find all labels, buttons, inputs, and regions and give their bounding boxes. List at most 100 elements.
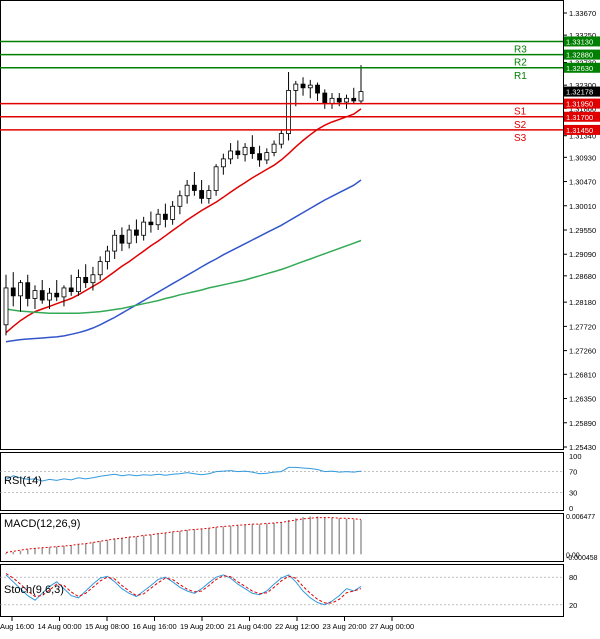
price-tick-label: 1.31860 [569, 104, 596, 113]
candle-body [3, 287, 9, 326]
candle-body [119, 234, 125, 244]
candlesticks [3, 65, 364, 336]
level-name-s1: S1 [514, 107, 527, 118]
time-tick-label: 19 Aug 20:00 [180, 622, 224, 631]
macd-grid: 0.006477 0.00-0.000458 [566, 514, 598, 562]
level-value-r1: 1.32630 [566, 64, 593, 73]
level-value-s1: 1.31950 [566, 100, 593, 109]
rsi-tick-label: 0 [569, 504, 573, 513]
candle-body [264, 152, 270, 161]
candle-body [329, 97, 335, 104]
price-tick-label: 1.27720 [569, 322, 596, 331]
candle-body [112, 234, 118, 252]
price-tick-label: 1.26350 [569, 395, 596, 404]
level-name-r3: R3 [514, 44, 527, 55]
time-tick-label: 14 Aug 00:00 [38, 622, 82, 631]
candle-body [206, 190, 212, 199]
price-axis: 1.336701.332501.327301.323001.318601.313… [563, 9, 596, 452]
candle-body [61, 287, 67, 298]
candle-body [32, 290, 38, 299]
candle-body [191, 184, 197, 191]
stoch-main-line [5, 574, 362, 606]
level-name-r2: R2 [514, 58, 527, 69]
stoch-tick-label: 80 [569, 573, 577, 582]
stoch-tick-label: 20 [569, 601, 577, 610]
candle-body [315, 84, 320, 94]
price-tick-label: 1.25430 [569, 443, 596, 452]
main-panel [0, 0, 564, 450]
candle-body [162, 213, 168, 220]
candle-body [90, 274, 96, 284]
rsi-panel [0, 452, 564, 511]
price-tick-label: 1.29550 [569, 226, 596, 235]
candle-body [271, 143, 277, 153]
price-tick-label: 1.26810 [569, 370, 596, 379]
macd-signal-line [5, 517, 362, 553]
price-tick-label: 1.29090 [569, 250, 596, 259]
stoch-label: Stoch(9,6,3) [4, 584, 64, 596]
candle-body [336, 97, 342, 103]
price-tick-label: 1.30010 [569, 202, 596, 211]
rsi-tick-label: 100 [569, 452, 582, 461]
level-name-s2: S2 [514, 120, 527, 131]
candle-body [177, 195, 183, 207]
pivot-levels: R3 1.33130 R2 1.32880 R1 1.32630 S1 1.31950 S2 1.… [0, 36, 600, 144]
candle-body [199, 190, 205, 199]
candle-body [68, 287, 74, 293]
level-tag [564, 124, 600, 135]
candle-body [54, 292, 60, 298]
price-tick-label: 1.30470 [569, 178, 596, 187]
price-tick-label: 1.32300 [569, 81, 596, 90]
level-tag [564, 49, 600, 60]
candle-body [76, 277, 81, 293]
macd-tick-label: 0.00 [566, 552, 580, 559]
candle-body [170, 205, 176, 220]
price-tick-label: 1.33670 [569, 9, 596, 18]
candle-body [134, 229, 139, 236]
candle-body [83, 277, 89, 284]
macd-histogram [5, 516, 362, 555]
candle-body [47, 292, 52, 301]
price-tick-label: 1.33250 [569, 31, 596, 40]
candle-body [25, 282, 31, 299]
stoch-signal-line [5, 573, 362, 604]
price-tick-label: 1.25890 [569, 419, 596, 428]
candle-body [300, 83, 306, 89]
candle-body [148, 221, 154, 226]
candle-body [293, 83, 299, 91]
candle-body [97, 261, 103, 276]
time-tick-label: 22 Aug 12:00 [275, 622, 319, 631]
candle-body [220, 158, 226, 168]
stoch-grid: 80 20 [0, 573, 577, 610]
candle-body [10, 287, 16, 297]
time-tick-label: 27 Aug 00:00 [370, 622, 414, 631]
candle-body [322, 92, 328, 104]
rsi-tick-label: 70 [569, 468, 577, 477]
current-price-tag: 1.32178 [564, 86, 600, 97]
time-tick-label: 16 Aug 16:00 [133, 622, 177, 631]
candle-body [351, 97, 357, 102]
time-tick-label: 15 Aug 08:00 [85, 622, 129, 631]
macd-label: MACD(12,26,9) [4, 518, 80, 530]
macd-panel [0, 513, 564, 562]
moving-average-line [5, 239, 362, 314]
price-tick-label: 1.31340 [569, 132, 596, 141]
time-tick-label: 13 Aug 16:00 [0, 622, 34, 631]
rsi-line [5, 466, 362, 482]
level-value-s2: 1.31700 [566, 113, 593, 122]
candle-body [286, 90, 291, 135]
moving-average-line [5, 108, 362, 334]
candle-body [141, 221, 147, 236]
moving-averages [5, 108, 362, 343]
level-value-r3: 1.33130 [566, 37, 593, 46]
level-tag [564, 111, 600, 122]
macd-tick-label: 0.006477 [566, 514, 595, 521]
candle-body [307, 84, 313, 89]
candle-body [18, 282, 23, 297]
stoch-panel [0, 564, 564, 617]
candle-body [228, 150, 233, 160]
level-value-s3: 1.31450 [566, 126, 593, 135]
level-value-r2: 1.32880 [566, 51, 593, 60]
